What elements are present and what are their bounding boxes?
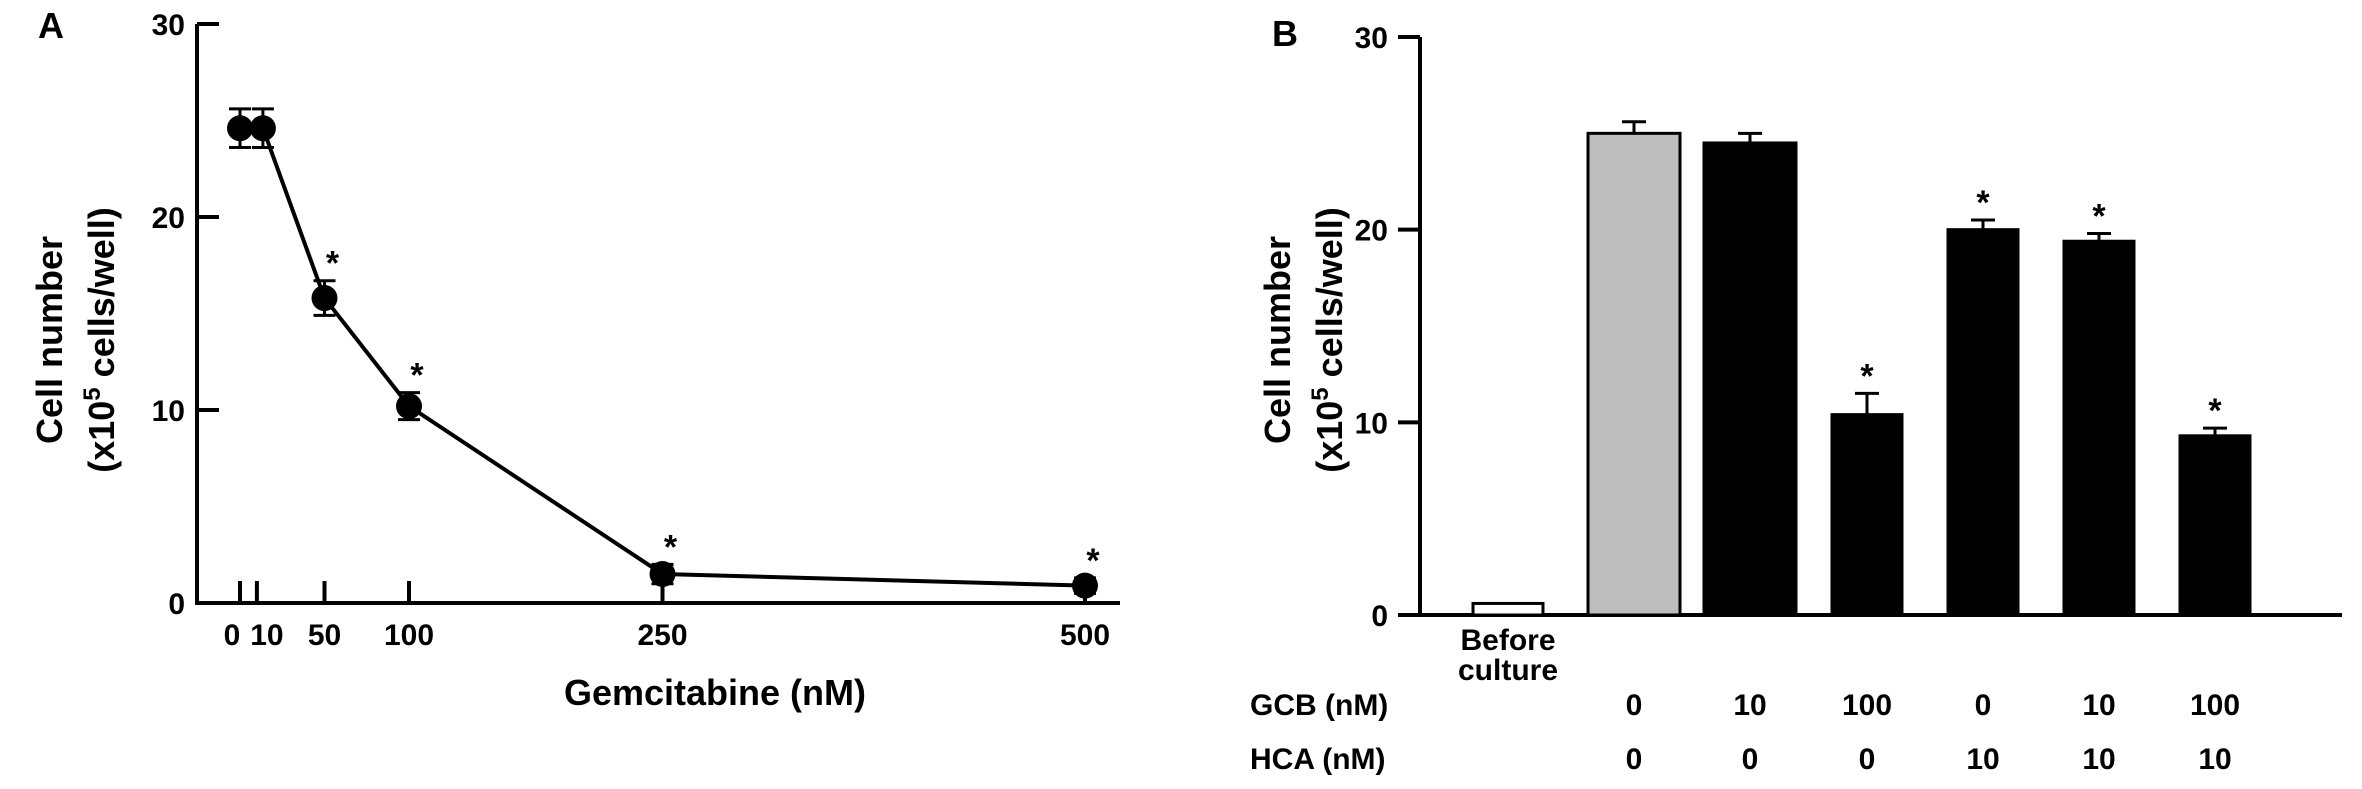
panel-b-significance-star: * (2208, 392, 2222, 430)
panel-a-data-point (1072, 572, 1098, 599)
panel-b-ylabel-line1: Cell number (1257, 236, 1298, 444)
panel-a-x-tick-label: 250 (637, 619, 687, 652)
panel-a-significance-star: * (1086, 542, 1100, 580)
gcb-value: 10 (2082, 689, 2115, 722)
panel-a-x-tick-label: 10 (250, 619, 283, 652)
panel-a-series-line (240, 126, 1086, 588)
hca-row-label: HCA (nM) (1250, 743, 1386, 776)
panel-a-marks: * * * * (227, 107, 1100, 599)
before-culture-label-line1: Before (1460, 624, 1555, 657)
panel-b-significance-star: * (1860, 357, 1874, 395)
panel-a-y-tick-label: 10 (152, 395, 185, 428)
panel-a-data-point (649, 561, 676, 588)
panel-a-label: A (38, 5, 64, 46)
panel-b-ylabel-line2: (x105 cells/well) (1307, 207, 1350, 473)
hca-value: 0 (1859, 743, 1876, 776)
panel-a-x-tick-label: 50 (308, 619, 341, 652)
panel-a-y-axis-title: Cell number (x105 cells/well) (29, 207, 122, 473)
panel-a-data-point (311, 285, 338, 312)
panel-a-significance-star: * (326, 245, 340, 283)
panel-b-bar (1830, 413, 1904, 617)
panel-a: A Cell number (x105 cells/well) Gemcitab… (29, 5, 1120, 713)
panel-a-significance-star: * (410, 357, 424, 395)
panel-a-ylabel-line2: (x105 cells/well) (79, 207, 122, 473)
gcb-value: 0 (1975, 689, 1992, 722)
hca-value: 10 (1966, 743, 1999, 776)
before-culture-label-line2: culture (1458, 654, 1558, 687)
panel-b-bar (1586, 131, 1682, 617)
panel-a-axes: 0 10 20 30 0 10 50 100 250 500 (152, 9, 1120, 652)
panel-b-significance-star: * (1976, 184, 1990, 222)
panel-b-bar (2178, 434, 2252, 617)
gcb-row-label: GCB (nM) (1250, 689, 1388, 722)
panel-b-bar (1946, 228, 2020, 617)
panel-a-data-point (227, 115, 253, 142)
panel-a-x-tick-label: 500 (1060, 619, 1110, 652)
panel-b-bar (1471, 601, 1545, 617)
panel-a-x-tick-label: 0 (224, 619, 241, 652)
gcb-value: 100 (1842, 689, 1892, 722)
panel-b-axes: 0 10 20 30 (1355, 22, 2342, 633)
panel-b-bar (1702, 141, 1798, 617)
panel-b-y-tick-label: 30 (1355, 22, 1388, 55)
panel-b: B Cell number (x105 cells/well) GCB (nM)… (1250, 13, 2342, 776)
panel-b-label: B (1272, 13, 1298, 54)
gcb-value: 0 (1626, 689, 1643, 722)
gcb-value: 100 (2190, 689, 2240, 722)
panel-b-y-axis-title: Cell number (x105 cells/well) (1257, 207, 1350, 473)
panel-a-xlabel: Gemcitabine (nM) (564, 672, 866, 713)
panel-a-data-point (396, 393, 422, 420)
hca-value: 0 (1742, 743, 1759, 776)
panel-a-y-tick-label: 30 (152, 9, 185, 42)
panel-a-x-tick-label: 100 (384, 619, 434, 652)
panel-b-y-tick-label: 10 (1355, 407, 1388, 440)
panel-a-data-point (249, 115, 276, 142)
hca-value: 0 (1626, 743, 1643, 776)
panel-b-bar (2062, 239, 2136, 617)
panel-b-y-tick-label: 0 (1371, 600, 1388, 633)
hca-value: 10 (2082, 743, 2115, 776)
panel-a-y-tick-label: 0 (168, 588, 185, 621)
hca-value: 10 (2198, 743, 2231, 776)
panel-b-significance-star: * (2092, 198, 2106, 236)
panel-a-y-tick-label: 20 (152, 202, 185, 235)
panel-a-significance-star: * (664, 528, 678, 566)
panel-b-y-tick-label: 20 (1355, 215, 1388, 248)
panel-a-ylabel-line1: Cell number (29, 236, 70, 444)
gcb-value: 10 (1733, 689, 1766, 722)
